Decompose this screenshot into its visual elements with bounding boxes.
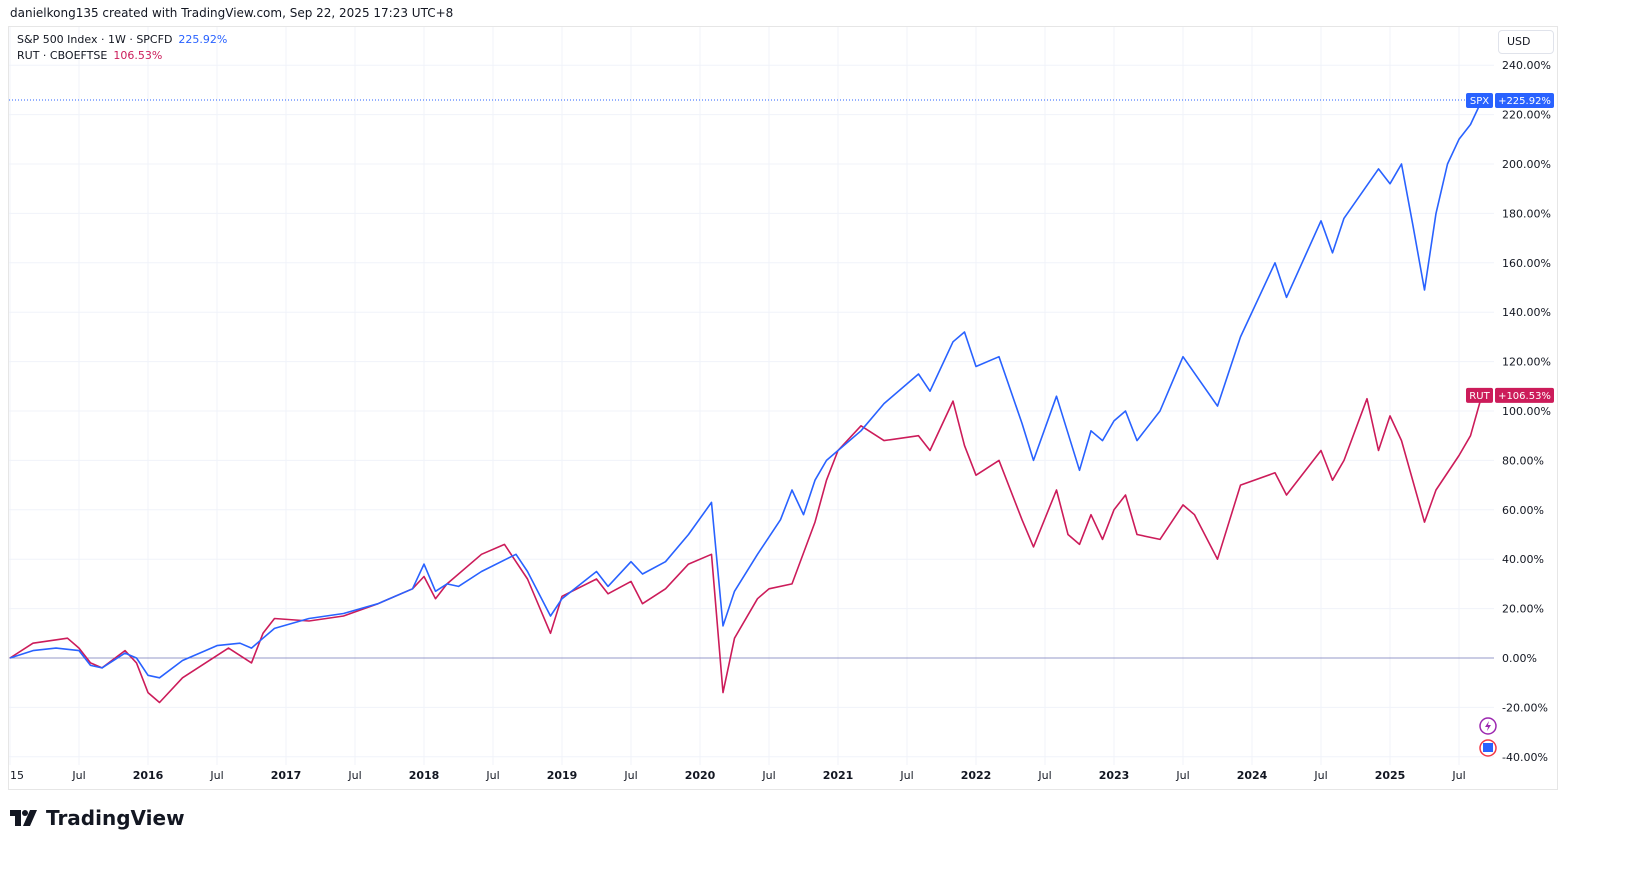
spx-tag: [1466, 92, 1493, 108]
legend-rut[interactable]: RUT · CBOEFTSE 106.53%: [17, 48, 227, 64]
x-tick-label: 2024: [1237, 769, 1268, 782]
legend-spx[interactable]: S&P 500 Index · 1W · SPCFD 225.92%: [17, 32, 227, 48]
legend-spx-value: 225.92%: [178, 33, 228, 46]
y-tick-label: 220.00%: [1502, 109, 1551, 122]
rut-value-tag: [1495, 387, 1554, 403]
legend-spx-label: S&P 500 Index · 1W · SPCFD: [17, 33, 173, 46]
legend: S&P 500 Index · 1W · SPCFD 225.92% RUT · …: [17, 32, 227, 64]
legend-rut-value: 106.53%: [113, 49, 163, 62]
x-tick-label: Jul: [209, 769, 223, 782]
lightning-icon: [1485, 721, 1491, 731]
y-tick-label: 100.00%: [1502, 405, 1551, 418]
rut-value-tag-label: +106.53%: [1498, 391, 1551, 402]
y-tick-label: 140.00%: [1502, 306, 1551, 319]
x-tick-label: 2023: [1099, 769, 1130, 782]
series-line-spx[interactable]: [9, 99, 1483, 679]
y-tick-label: 60.00%: [1502, 504, 1544, 517]
y-tick-label: 160.00%: [1502, 257, 1551, 270]
chart-frame: [8, 26, 1558, 790]
x-tick-label: 15: [10, 769, 24, 782]
x-tick-label: 2016: [133, 769, 164, 782]
x-tick-label: 2018: [409, 769, 440, 782]
y-tick-label: 120.00%: [1502, 356, 1551, 369]
x-tick-label: 2019: [547, 769, 578, 782]
x-tick-label: Jul: [485, 769, 499, 782]
y-tick-label: 240.00%: [1502, 59, 1551, 72]
tradingview-logo-icon: [10, 810, 37, 826]
spx-tag-label: SPX: [1470, 96, 1489, 107]
tradingview-logo[interactable]: TradingView: [10, 806, 185, 830]
y-tick-label: 0.00%: [1502, 652, 1537, 665]
y-tick-label: 80.00%: [1502, 454, 1544, 467]
y-tick-label: -40.00%: [1502, 751, 1548, 764]
tradingview-logo-text: TradingView: [46, 806, 185, 830]
legend-rut-label: RUT · CBOEFTSE: [17, 49, 108, 62]
us-flag-icon: [1483, 743, 1493, 752]
x-tick-label: Jul: [1037, 769, 1051, 782]
chart-credit: danielkong135 created with TradingView.c…: [10, 6, 454, 20]
spx-value-tag-label: +225.92%: [1498, 96, 1551, 107]
x-tick-label: 2021: [823, 769, 854, 782]
series-line-rut[interactable]: [9, 394, 1483, 704]
x-tick-label: Jul: [623, 769, 637, 782]
x-tick-label: Jul: [899, 769, 913, 782]
x-tick-label: 2017: [271, 769, 302, 782]
rut-tag-label: RUT: [1469, 391, 1490, 402]
x-tick-label: Jul: [761, 769, 775, 782]
rut-tag: [1466, 387, 1493, 403]
y-tick-label: 20.00%: [1502, 603, 1544, 616]
spx-value-tag: [1495, 92, 1554, 108]
x-tick-label: Jul: [1175, 769, 1189, 782]
x-tick-label: Jul: [71, 769, 85, 782]
x-tick-label: Jul: [1451, 769, 1465, 782]
y-tick-label: 40.00%: [1502, 553, 1544, 566]
currency-button[interactable]: USD: [1498, 30, 1554, 54]
x-tick-label: 2020: [685, 769, 716, 782]
x-tick-label: Jul: [347, 769, 361, 782]
y-tick-label: 200.00%: [1502, 158, 1551, 171]
y-tick-label: -20.00%: [1502, 701, 1548, 714]
y-tick-label: 180.00%: [1502, 207, 1551, 220]
x-tick-label: 2022: [961, 769, 992, 782]
x-tick-label: 2025: [1375, 769, 1406, 782]
x-tick-label: Jul: [1313, 769, 1327, 782]
